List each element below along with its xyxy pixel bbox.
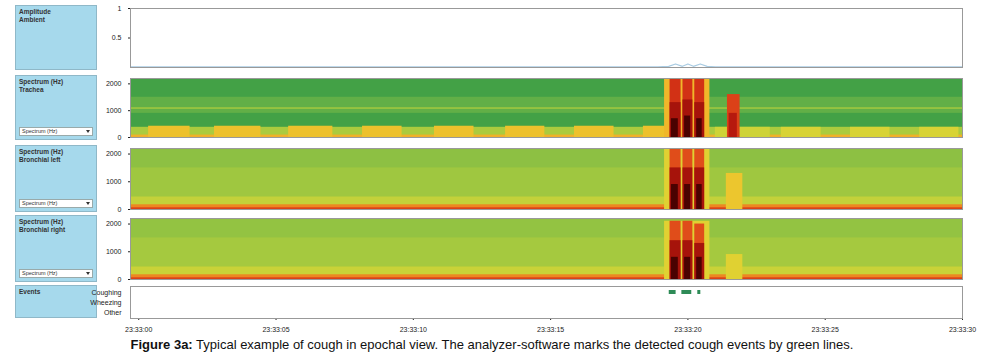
svg-text:0.5: 0.5: [112, 34, 122, 41]
html-text:Bronchial right: Bronchial right: [19, 226, 66, 233]
svg-text:1000: 1000: [106, 248, 122, 255]
html-text:Spectrum (Hz): Spectrum (Hz): [19, 78, 64, 85]
svg-text:1000: 1000: [106, 178, 122, 185]
html-text:Amplitude: Amplitude: [19, 8, 51, 15]
html-text:Spectrum (Hz): Spectrum (Hz): [22, 270, 58, 276]
svg-text:Coughing: Coughing: [92, 289, 122, 297]
svg-text:2000: 2000: [106, 150, 122, 157]
html-text:Bronchial left: Bronchial left: [19, 156, 61, 163]
svg-text:1: 1: [118, 5, 122, 12]
svg-text:23:33:25: 23:33:25: [812, 326, 839, 333]
svg-text:23:33:20: 23:33:20: [674, 326, 701, 333]
svg-text:23:33:00: 23:33:00: [125, 326, 152, 333]
html-text:Spectrum (Hz): Spectrum (Hz): [19, 148, 64, 155]
html-text:Spectrum (Hz): Spectrum (Hz): [22, 200, 58, 206]
svg-text:0: 0: [118, 206, 122, 213]
html-text:Figure 3a: Typical example of: Figure 3a: Typical example of cough in e…: [130, 337, 854, 352]
svg-text:1000: 1000: [106, 107, 122, 114]
html-text:Trachea: Trachea: [19, 86, 44, 93]
svg-text:Other: Other: [104, 309, 122, 316]
svg-text:Wheezing: Wheezing: [90, 299, 121, 307]
html-text:Events: Events: [19, 288, 41, 295]
svg-text:23:33:10: 23:33:10: [400, 326, 427, 333]
html-text:Spectrum (Hz): Spectrum (Hz): [19, 218, 64, 225]
svg-text:23:33:05: 23:33:05: [262, 326, 289, 333]
html-text:Spectrum (Hz): Spectrum (Hz): [22, 128, 58, 134]
svg-text:23:33:30: 23:33:30: [949, 326, 976, 333]
svg-text:0: 0: [118, 276, 122, 283]
svg-text:2000: 2000: [106, 80, 122, 87]
svg-text:0: 0: [118, 134, 122, 141]
svg-text:2000: 2000: [106, 220, 122, 227]
html-text:Ambient: Ambient: [19, 16, 45, 23]
svg-text:23:33:15: 23:33:15: [537, 326, 564, 333]
